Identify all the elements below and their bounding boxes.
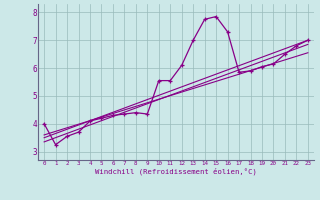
X-axis label: Windchill (Refroidissement éolien,°C): Windchill (Refroidissement éolien,°C) [95, 168, 257, 175]
